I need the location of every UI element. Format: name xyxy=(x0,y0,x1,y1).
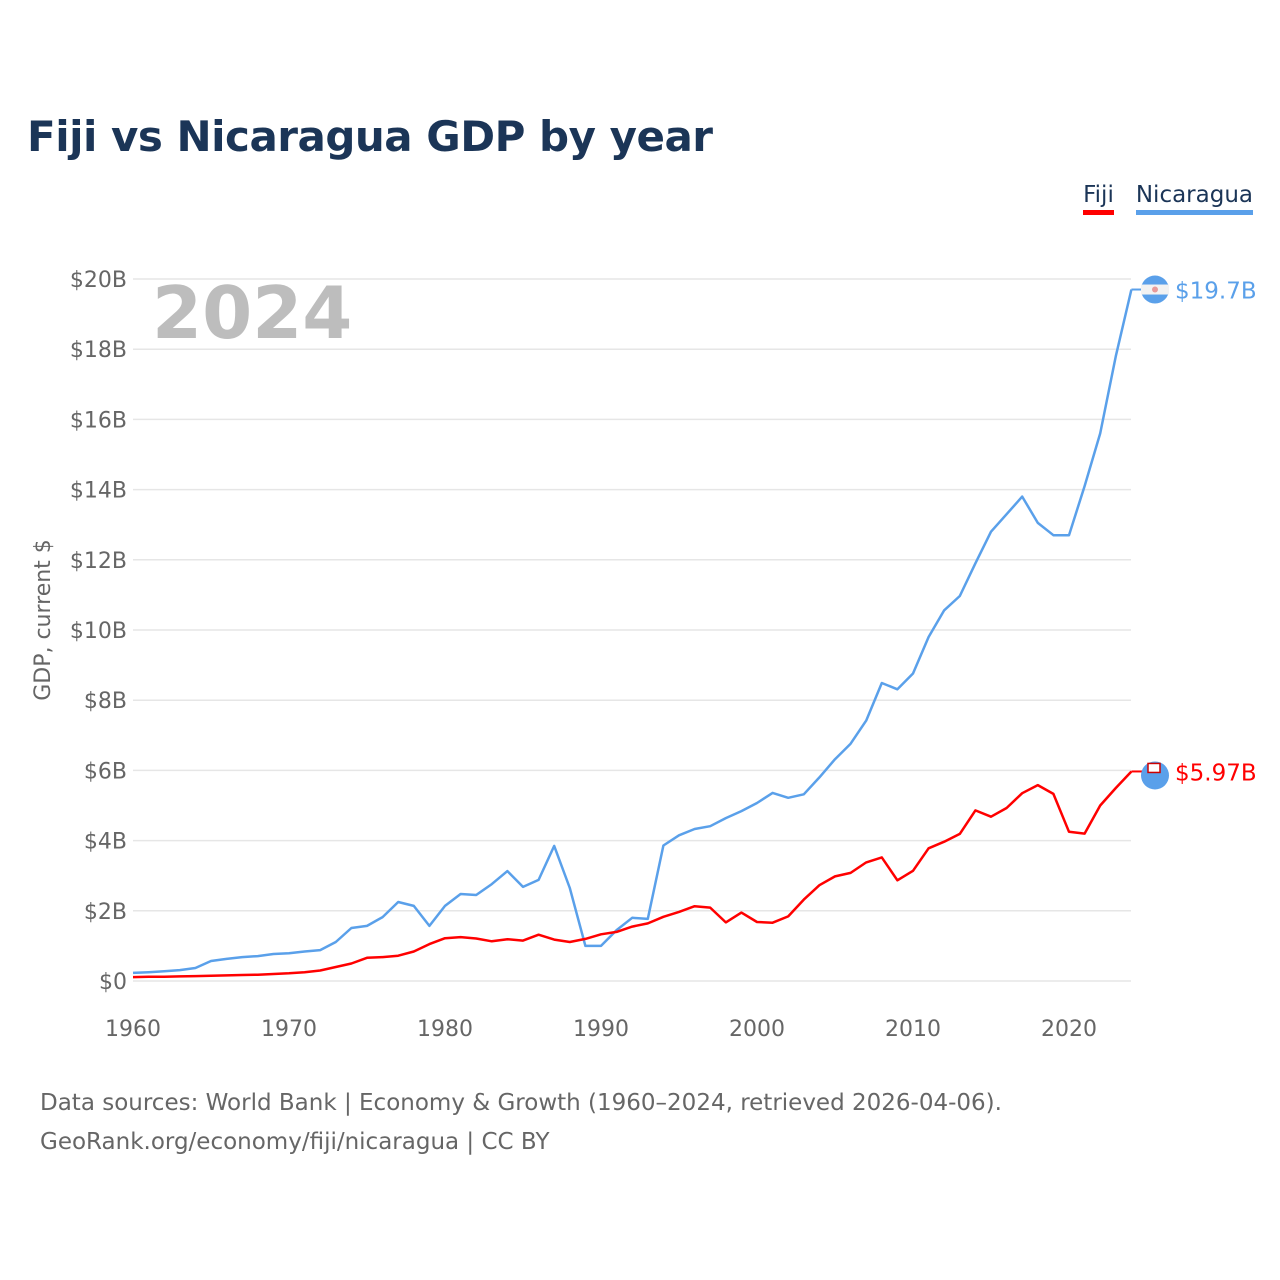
data-source-text: Data sources: World Bank | Economy & Gro… xyxy=(40,1090,1002,1116)
y-tick-label: $8B xyxy=(84,689,127,714)
y-tick-label: $14B xyxy=(70,479,127,504)
x-tick-label: 1990 xyxy=(573,1017,629,1042)
legend-item-nicaragua[interactable]: Nicaragua xyxy=(1135,182,1253,215)
end-value-label-nicaragua: $19.7B xyxy=(1175,279,1257,305)
y-tick-label: $18B xyxy=(70,338,127,363)
chart-title: Fiji vs Nicaragua GDP by year xyxy=(27,112,713,161)
footer: Data sources: World Bank | Economy & Gro… xyxy=(40,1084,1002,1162)
series-line-fiji xyxy=(132,770,1133,979)
end-value-label-fiji: $5.97B xyxy=(1175,760,1257,786)
x-tick-label: 2010 xyxy=(885,1017,941,1042)
y-tick-label: $12B xyxy=(70,549,127,574)
y-tick-label: $20B xyxy=(70,268,127,293)
legend-item-fiji[interactable]: Fiji xyxy=(1083,182,1114,215)
flag-union-jack xyxy=(1147,762,1161,774)
y-tick-label: $2B xyxy=(84,900,127,925)
y-axis-label: GDP, current $ xyxy=(31,539,56,701)
x-tick-label: 2000 xyxy=(729,1017,785,1042)
x-tick-label: 1970 xyxy=(261,1017,317,1042)
y-tick-label: $0 xyxy=(99,970,127,995)
x-tick-label: 2020 xyxy=(1041,1017,1097,1042)
year-watermark: 2024 xyxy=(152,271,352,355)
flag-emblem xyxy=(1152,286,1158,293)
x-tick-label: 1980 xyxy=(417,1017,473,1042)
y-tick-label: $10B xyxy=(70,619,127,644)
y-tick-label: $4B xyxy=(84,830,127,855)
x-tick-label: 1960 xyxy=(105,1017,161,1042)
y-tick-label: $16B xyxy=(70,408,127,433)
series-line-nicaragua xyxy=(132,289,1133,975)
legend: Fiji Nicaragua xyxy=(1083,182,1253,215)
y-tick-label: $6B xyxy=(84,759,127,784)
attribution-link[interactable]: GeoRank.org/economy/fiji/nicaragua | CC … xyxy=(40,1129,550,1155)
